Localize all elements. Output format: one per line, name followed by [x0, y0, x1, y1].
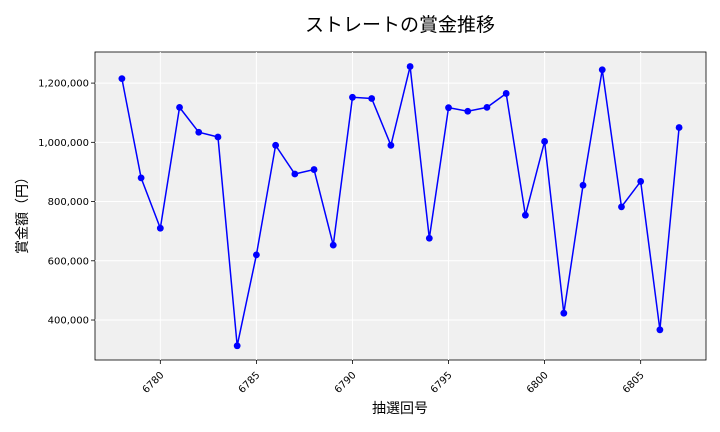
data-point	[464, 107, 472, 115]
x-tick-label: 6785	[237, 370, 263, 396]
data-point	[521, 211, 529, 219]
data-point	[310, 166, 318, 173]
data-point	[618, 203, 625, 211]
data-point	[483, 103, 491, 111]
data-point	[560, 309, 568, 317]
data-point	[368, 95, 376, 102]
data-point	[233, 342, 241, 350]
y-tick-label: 800,000	[48, 197, 89, 208]
x-tick-label: 6795	[429, 370, 455, 396]
data-point	[598, 66, 606, 74]
series	[118, 63, 683, 350]
data-point	[272, 141, 280, 149]
data-point	[195, 128, 203, 136]
data-point	[329, 241, 337, 249]
x-tick-label: 6780	[141, 370, 167, 396]
data-point	[541, 138, 549, 145]
data-point	[252, 251, 260, 259]
data-point	[387, 141, 395, 149]
data-point	[675, 124, 683, 131]
data-point	[445, 104, 452, 112]
data-point	[349, 93, 356, 101]
data-point	[137, 174, 145, 182]
x-tick-label: 6790	[333, 370, 359, 396]
data-point	[637, 178, 645, 185]
data-point	[425, 234, 433, 242]
y-tick-label: 600,000	[48, 256, 89, 267]
plot-area	[94, 51, 707, 361]
data-point	[656, 326, 664, 334]
y-tick-label: 400,000	[48, 316, 89, 327]
x-axis-label: 抽選回号	[372, 401, 428, 417]
y-tick-label: 1,200,000	[38, 79, 89, 90]
data-point	[118, 75, 126, 83]
y-axis-label: 賞金額（円）	[15, 170, 31, 254]
data-point	[406, 63, 414, 70]
grid	[95, 52, 706, 360]
chart-title: ストレートの賞金推移	[305, 14, 495, 36]
data-point	[579, 181, 587, 189]
data-point	[291, 170, 299, 178]
data-point	[214, 133, 222, 141]
data-point	[156, 224, 164, 232]
y-tick-label: 1,000,000	[38, 138, 89, 149]
data-point	[176, 103, 183, 111]
data-point	[502, 90, 510, 97]
x-tick-label: 6800	[525, 370, 551, 396]
x-tick-label: 6805	[621, 370, 647, 396]
